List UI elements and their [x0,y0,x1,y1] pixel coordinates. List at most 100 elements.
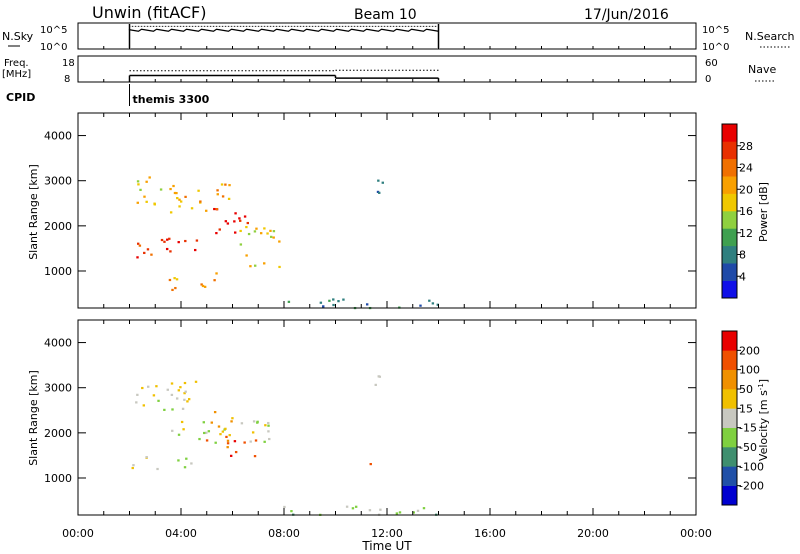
range-cell [238,219,242,222]
range-cell [195,239,199,242]
range-cell [198,437,201,441]
range-cell [283,505,286,509]
range-cell [194,380,198,383]
range-cell [153,203,156,206]
range-cell [368,509,372,512]
nsky-line [128,28,439,32]
range-cell [254,439,258,442]
range-cell [169,250,172,253]
range-cell [215,272,218,275]
range-cell [141,386,144,390]
range-cell [243,441,246,444]
range-cell [131,466,134,470]
y-tick-label: 4000 [44,130,72,143]
range-cell [157,399,160,402]
nsky-trace [128,24,440,48]
range-cell [170,393,174,396]
colorbar-tick-label: 28 [739,140,753,153]
range-cell [345,505,349,508]
range-cell [213,207,216,211]
range-cell [398,511,402,514]
range-cell [137,183,140,186]
range-cell [139,188,142,191]
range-cell [422,507,426,510]
range-cell [184,239,187,243]
range-cell [148,176,151,179]
station-title: Unwin (fitACF) [92,3,206,22]
colorbar-swatch [722,193,737,212]
power-cbar-label: Power [dB] [757,182,770,242]
range-cell [224,220,228,223]
nsky-label: N.Sky [2,30,34,43]
range-cell [431,302,435,305]
range-cell [278,265,281,269]
range-cell [177,459,180,462]
range-cell [226,222,230,225]
range-cell [159,188,163,191]
range-cell [342,298,345,301]
range-cell [200,283,203,286]
range-cell [263,262,266,265]
range-cell [147,385,150,388]
time-tick-label: 00:00 [680,527,712,540]
colorbar-tick-label: 24 [739,162,753,175]
colorbar-swatch [722,466,737,486]
range-cell [155,385,158,388]
range-cell [205,431,208,434]
range-cell [251,431,255,434]
power-colorbar: 4 8 12 16 20 24 28 [721,123,753,299]
range-cell [263,227,266,230]
colorbar-swatch [722,158,737,177]
range-cell [170,382,174,385]
range-cell [174,286,177,290]
range-cell [143,251,146,255]
range-cell [239,229,242,233]
range-cell [175,278,179,281]
range-cell [210,421,213,424]
range-cell [217,425,221,428]
range-cell [136,201,139,204]
velocity-cbar-label: Velocity [m s-1] [757,379,770,461]
range-cell [194,248,197,252]
colorbar-tick-label: 15 [739,402,753,415]
range-cell [228,184,231,187]
range-cell [239,243,243,246]
time-axis-label: Time UT [361,539,412,553]
velocity-axes: 1000 2000 3000 4000 [44,320,697,515]
colorbar-frame [721,330,738,506]
range-cell [245,225,248,229]
range-cell [332,303,335,307]
range-cell [369,462,372,466]
freq-tick-top: 18 [62,58,75,69]
y-tick-label: 3000 [44,382,72,395]
range-cell [226,439,230,442]
range-cell [183,466,187,469]
range-cell [381,181,384,184]
range-cell [203,285,207,288]
range-cell [177,433,181,436]
power-heatmap [136,176,439,310]
range-cell [238,217,241,220]
y-tick-label: 3000 [44,175,72,188]
range-cell [181,407,185,410]
range-cell [184,195,187,198]
range-cell [219,433,222,436]
range-cell [172,184,175,188]
range-cell [416,509,420,512]
range-cell [378,375,382,378]
nsearch-label: N.Search [745,30,795,43]
range-cell [287,300,291,303]
range-cell [246,221,249,225]
range-cell [156,467,159,471]
range-cell [136,256,139,259]
colorbar-swatch [722,369,737,390]
beam-title: Beam 10 [354,7,417,23]
range-cell [205,439,209,442]
time-tick-label: 12:00 [371,527,403,540]
colorbar-swatch [722,447,737,467]
range-cell [183,392,186,395]
range-cell [249,440,252,443]
range-cell [180,420,184,424]
range-cell [138,244,142,247]
nsearch-line [129,25,438,27]
